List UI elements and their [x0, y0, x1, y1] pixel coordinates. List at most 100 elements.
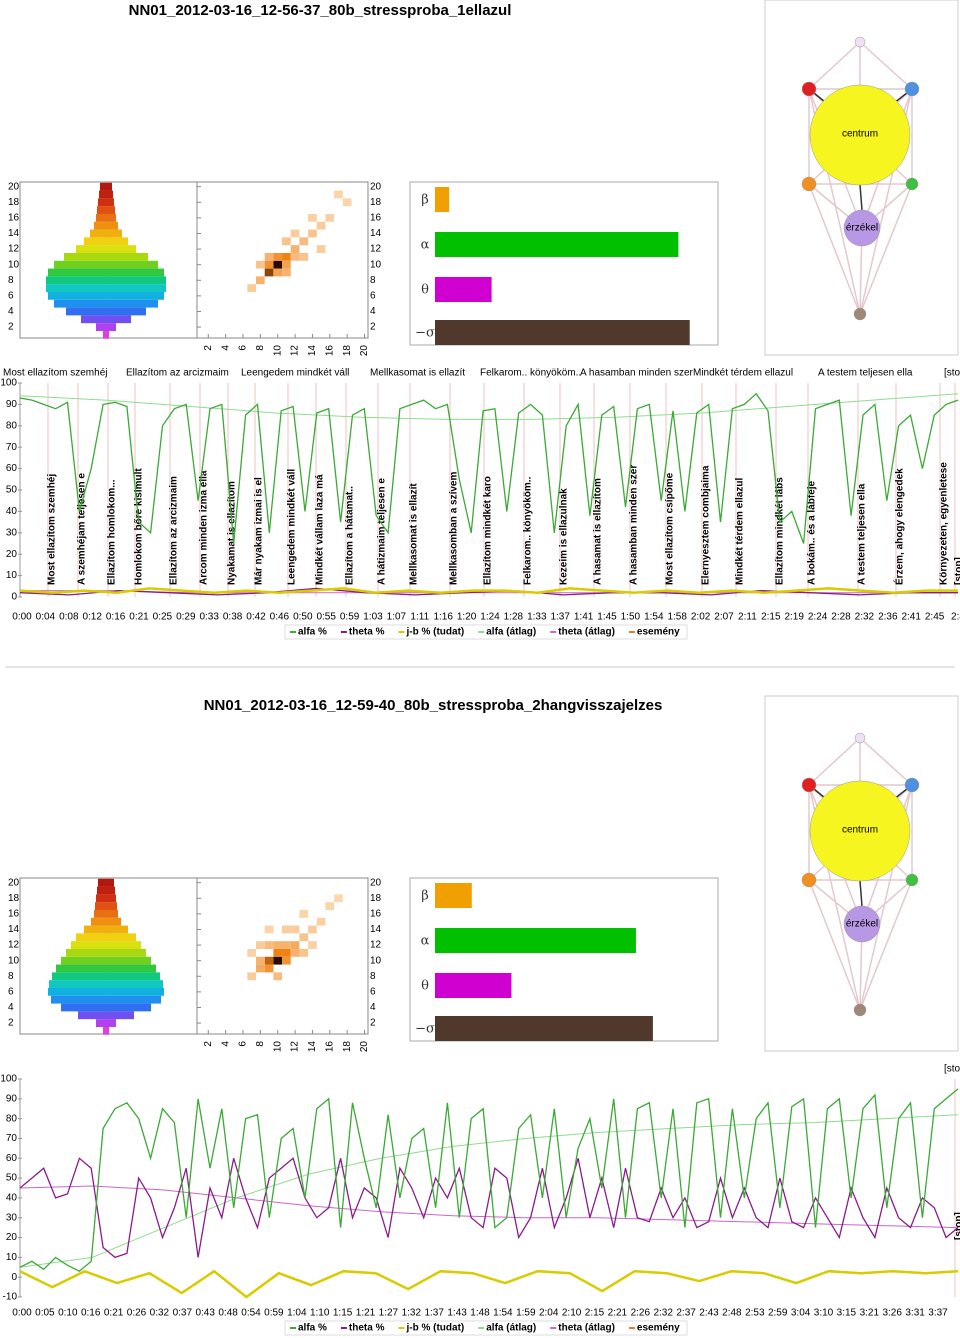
x-tick-label: 1:21 [356, 1308, 376, 1319]
y-tick-label: 30 [6, 527, 18, 538]
y-tick-label: 4 [8, 1002, 14, 1013]
x-tick-label: 12 [290, 345, 301, 357]
tree-edge [859, 880, 863, 907]
y-tick-label: 16 [370, 213, 382, 224]
top-event-label: Ellazítom az arcizmaim [126, 368, 229, 379]
heatmap-cell [247, 284, 257, 292]
funnel-band [97, 206, 115, 214]
funnel-band [49, 980, 163, 988]
legend-label: theta (átlag) [558, 1323, 615, 1334]
x-tick-label: 16 [324, 1041, 335, 1053]
y-tick-label: 12 [8, 244, 20, 255]
event-label: Mindkét vállam laza má [315, 474, 326, 585]
heatmap-cell [290, 925, 300, 934]
x-tick-label: 10 [272, 1041, 283, 1053]
y-tick-label: 12 [370, 244, 382, 255]
x-tick-label: 0:42 [246, 612, 266, 623]
y-tick-label: -10 [3, 1292, 18, 1303]
x-tick-label: 3:26 [882, 1308, 902, 1319]
x-tick-label: 8 [255, 345, 266, 351]
event-label: Érzem, ahogy elengedek [893, 468, 906, 585]
event-label: Homlokom bőre kisimult [134, 468, 145, 585]
band-bar [435, 187, 450, 212]
y-tick-label: 16 [370, 909, 382, 920]
band-bar [435, 973, 512, 998]
event-label: Felkarom.. könyököm.. [523, 476, 534, 585]
funnel-band [54, 299, 158, 308]
heatmap-cell [273, 941, 283, 949]
y-tick-label: 18 [8, 197, 20, 208]
heatmap-box [196, 877, 369, 1035]
tree-node [904, 777, 920, 793]
event-label: Mindkét térdem ellazul [735, 478, 746, 585]
x-tick-label: 2:45 [925, 612, 945, 623]
x-tick-label: 2:04 [539, 1308, 559, 1319]
x-tick-label: 0:29 [176, 612, 196, 623]
y-tick-label: 20 [6, 549, 18, 560]
x-tick-label: 0:10 [58, 1308, 78, 1319]
heatmap-cell [273, 252, 283, 261]
band-bar [435, 883, 472, 908]
funnel-band [46, 276, 166, 285]
x-tick-label: 3:31 [905, 1308, 925, 1319]
node-label: centrum [842, 129, 878, 140]
x-tick-label: 2:11 [738, 612, 757, 623]
x-tick-label: 2:48 [722, 1308, 742, 1319]
y-tick-label: 18 [370, 197, 382, 208]
y-tick-label: 4 [370, 1002, 376, 1013]
top-event-label: Mindkét térdem ellazul [693, 368, 793, 379]
legend-label: alfa (átlag) [486, 627, 536, 638]
event-label: Ellazítom mindkét karo [483, 476, 494, 585]
panel-title: NN01_2012-03-16_12-56-37_80b_stressproba… [129, 2, 512, 19]
x-tick-label: 2 [203, 345, 214, 351]
tree-node [809, 84, 911, 186]
heatmap-cell [282, 941, 291, 949]
x-tick-label: 2:36 [878, 612, 898, 623]
event-label: Ellazítom mindkét lábs [775, 477, 786, 585]
y-tick-label: 10 [370, 259, 382, 270]
tree-node [801, 872, 817, 888]
band-label: θ [421, 979, 429, 994]
legend-label: esemény [637, 627, 680, 638]
event-label: Mellkasomat is ellazít [409, 483, 420, 585]
x-tick-label: 1:20 [457, 612, 477, 623]
tree-edge [808, 183, 861, 315]
series-line [19, 1185, 959, 1229]
x-tick-label: 2:19 [784, 612, 804, 623]
x-tick-label: 0:54 [241, 1308, 261, 1319]
heatmap-cell [290, 229, 300, 238]
event-label: Már nyakam izmai is el [254, 477, 265, 585]
heatmap-cell [316, 245, 326, 253]
legend-label: alfa (átlag) [486, 1323, 536, 1334]
x-tick-label: 2:26 [631, 1308, 651, 1319]
heatmap-cell [264, 260, 274, 269]
top-event-label: [sto [944, 1064, 960, 1075]
funnel-band [48, 268, 164, 277]
top-event-label: [sto [944, 368, 960, 379]
heatmap-cell [290, 245, 300, 253]
funnel-band [48, 291, 164, 300]
legend-box [284, 1320, 688, 1336]
tree-edge [808, 737, 861, 786]
x-tick-label: 1:59 [516, 1308, 536, 1319]
y-tick-label: 60 [6, 463, 18, 474]
legend-label: j-b % (tudat) [405, 1323, 464, 1334]
x-tick-label: 1:37 [550, 612, 570, 623]
x-tick-label: 1:07 [387, 612, 407, 623]
x-tick-label: 0:21 [129, 612, 149, 623]
heatmap-cell [282, 925, 291, 934]
funnel-band [91, 917, 121, 926]
heatmap-cell [273, 260, 283, 269]
y-tick-label: 80 [6, 1113, 18, 1124]
tree-node [801, 176, 817, 192]
y-tick-label: 14 [370, 228, 382, 239]
top-event-label: Leengedem mindkét váll [241, 368, 349, 379]
x-tick-label: 1:24 [480, 612, 500, 623]
funnel-band [96, 894, 116, 903]
x-tick-label: 1:45 [597, 612, 617, 623]
x-tick-label: 4 [220, 345, 231, 351]
node-label: érzékel [846, 919, 878, 930]
funnel-band [90, 229, 122, 238]
event-label: Ellazítom homlokom... [107, 479, 118, 585]
heatmap-cell [256, 260, 265, 269]
